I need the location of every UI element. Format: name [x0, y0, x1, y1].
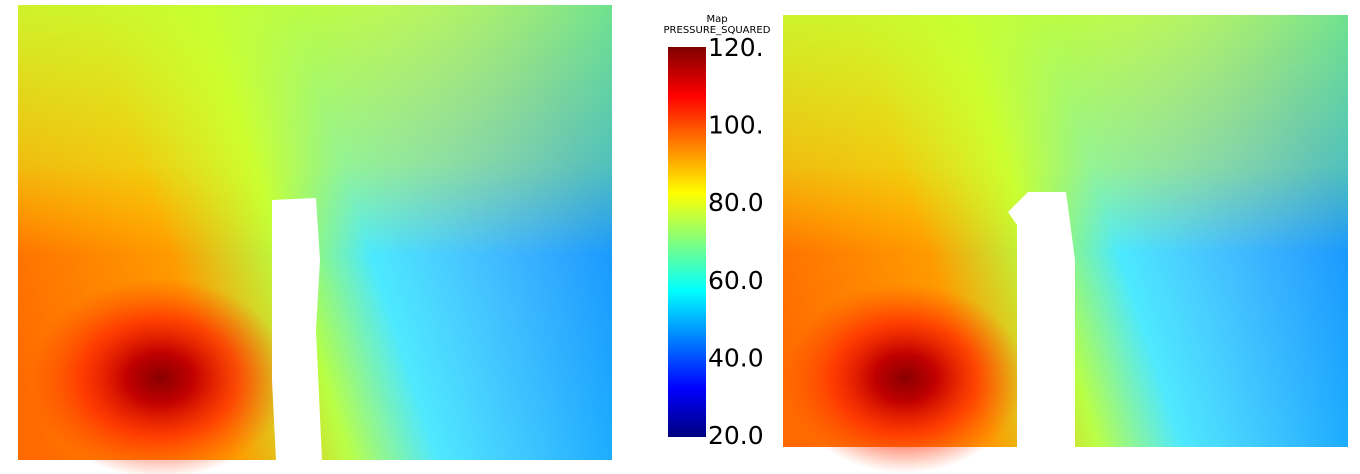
- tick-label: 40.0: [708, 343, 764, 372]
- tick-label: 80.0: [708, 188, 764, 217]
- left-field: [18, 5, 612, 474]
- hot-spot: [785, 283, 1025, 473]
- obstacle: [1008, 192, 1075, 447]
- colorbar-title: Map: [706, 14, 727, 25]
- hot-spot: [30, 278, 290, 474]
- tick-label: 100.: [708, 111, 764, 140]
- colorbar-scale: [668, 47, 706, 437]
- tick-label: 20.0: [708, 421, 764, 450]
- tick-label: 120.: [708, 33, 764, 62]
- right-field: [783, 15, 1348, 473]
- colorbar: Map PRESSURE_SQUARED 20.0 40.0 60.0 80.0 100…: [664, 14, 771, 450]
- colorbar-subtitle: PRESSURE_SQUARED: [664, 25, 771, 36]
- obstacle: [272, 198, 322, 460]
- tick-label: 60.0: [708, 266, 764, 295]
